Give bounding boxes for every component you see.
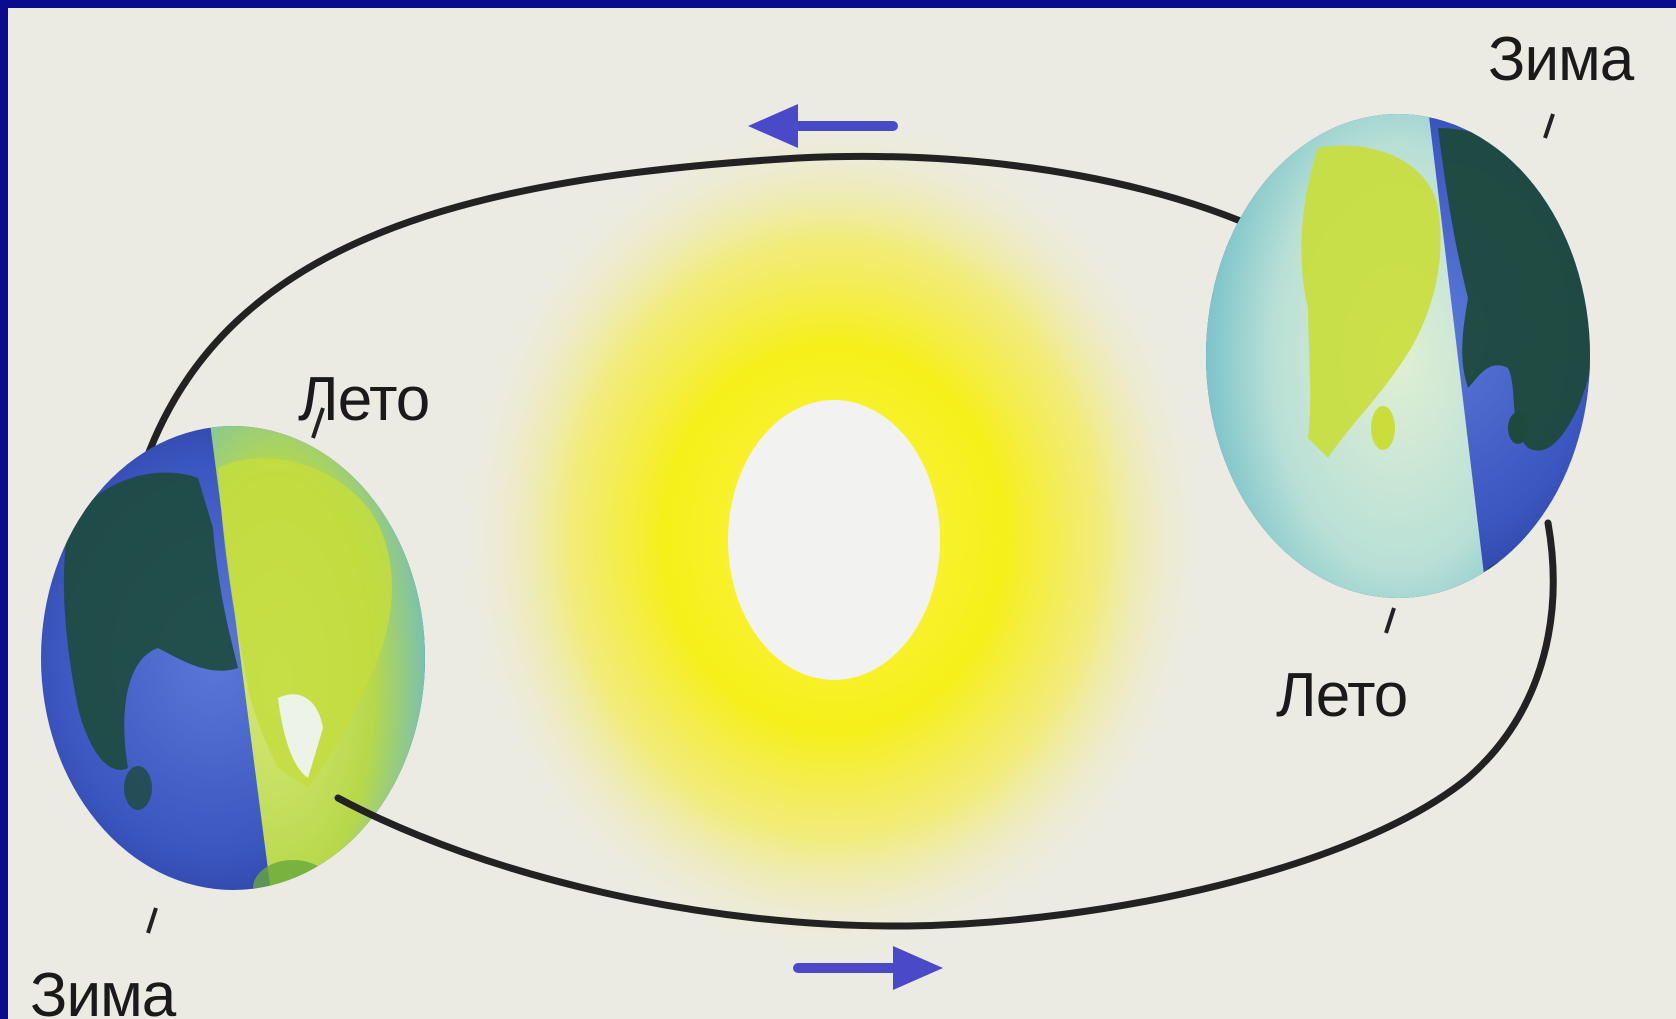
- orbit-diagram: Лето Зима Зима Лето: [30, 25, 1636, 1019]
- orbit-upper-arc: [142, 153, 1287, 464]
- left-earth-lower-label: Зима: [30, 961, 177, 1019]
- arrow-icon: [748, 104, 898, 148]
- diagram-paper: Лето Зима Зима Лето: [8, 8, 1676, 1019]
- earth-icon: [41, 407, 425, 934]
- right-earth-upper-label: Зима: [1488, 25, 1635, 94]
- earth-icon: [1206, 113, 1590, 634]
- right-earth-lower-label: Лето: [1276, 661, 1407, 730]
- sun-icon: [728, 400, 940, 680]
- arrow-icon: [793, 946, 943, 990]
- orbit-lower-arc: [334, 519, 1557, 930]
- left-earth-upper-label: Лето: [298, 365, 429, 434]
